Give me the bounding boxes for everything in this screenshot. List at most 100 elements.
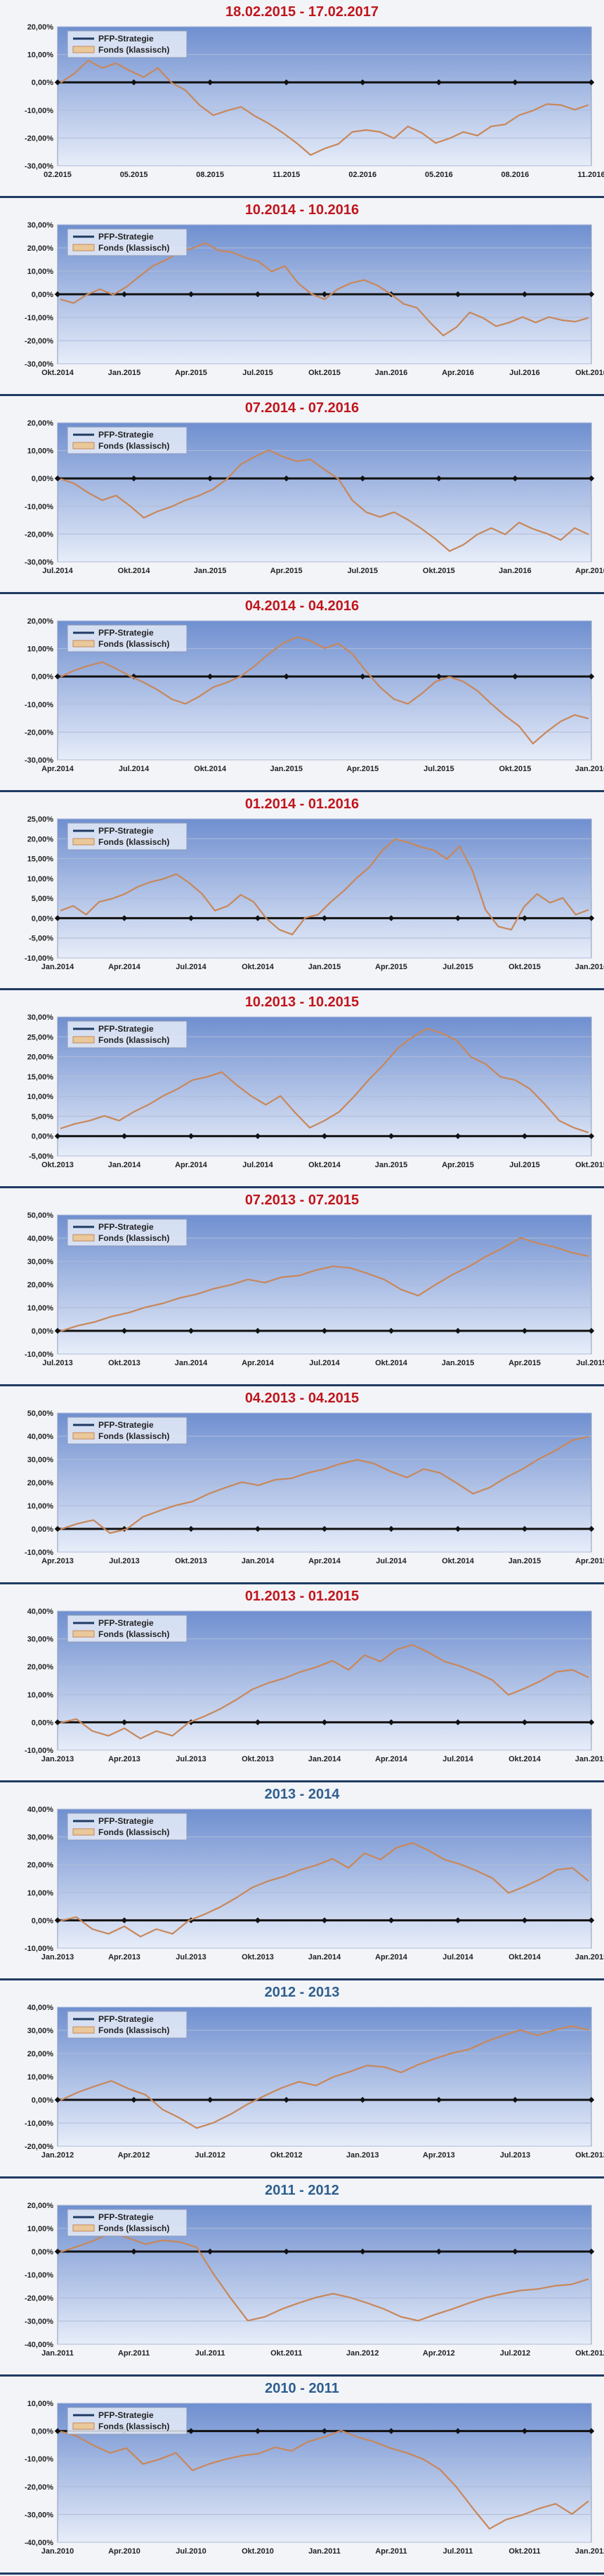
legend-box: [67, 426, 188, 454]
chart-title: 07.2014 - 07.2016: [244, 400, 360, 416]
y-tick-label: 10,00%: [27, 1691, 54, 1700]
chart-svg: 10,00%0,00%-10,00%-20,00%-30,00%-40,00%J…: [25, 2400, 604, 2556]
legend-label-fonds: Fonds (klassisch): [98, 45, 169, 55]
y-tick-label: 10,00%: [27, 1502, 54, 1511]
series-line-fonds: [60, 1435, 589, 1535]
x-tick-label: Jan.2015: [108, 369, 140, 377]
legend-label-pfp: PFP-Strategie: [98, 34, 154, 44]
x-tick-label: Okt.2011: [270, 2349, 302, 2358]
x-tick-label: Apr.2015: [270, 567, 303, 575]
legend-label-pfp: PFP-Strategie: [98, 232, 154, 242]
series-marker: [54, 673, 61, 680]
x-tick-label: Jul.2016: [509, 369, 539, 377]
series-marker: [321, 1525, 328, 1532]
series-marker: [206, 475, 214, 482]
legend-label-pfp: PFP-Strategie: [98, 1024, 154, 1034]
x-tick-label: 08.2016: [501, 171, 530, 179]
y-tick-label: -30,00%: [25, 558, 53, 567]
series-marker: [321, 1133, 328, 1139]
x-tick-label: Jan.2014: [308, 1953, 341, 1961]
legend-label-fonds: Fonds (klassisch): [98, 1827, 169, 1837]
legend-label-fonds: Fonds (klassisch): [98, 1233, 169, 1243]
chart-svg: 40,00% 30,00% 20,00% 10,00% 0,00% -10,00% -20,…: [25, 2004, 604, 2160]
x-tick-label: Jul.2013: [176, 1755, 206, 1763]
legend-box: [67, 1020, 188, 1049]
x-tick-label: Jan.2015: [575, 1755, 604, 1763]
chart-panel: 07.2014 - 07.2016 20,00% 10,00% 0,00% -10,00…: [0, 396, 604, 594]
series-line-fonds: [60, 2429, 589, 2530]
legend-swatch-fonds: [72, 1234, 95, 1242]
x-tick-label: Jul.2014: [442, 1755, 473, 1763]
series-marker: [131, 475, 137, 482]
chart-panel: 01.2014 - 01.2016 25,00% 20,00% 15,00% 10,00…: [0, 792, 604, 990]
y-tick-label: 20,00%: [27, 1861, 54, 1869]
x-tick-label: Jul.2012: [500, 2349, 530, 2358]
chart-panel: 10.2014 - 10.2016 30,00% 20,00% 10,00% 0,00%…: [0, 198, 604, 396]
y-tick-label: 40,00%: [27, 1433, 54, 1441]
x-tick-label: Okt.2015: [423, 567, 455, 575]
y-tick-label: 0,00%: [32, 1327, 53, 1336]
chart-panel: 07.2013 - 07.2015 50,00% 40,00% 30,00% 20,00…: [0, 1188, 604, 1386]
y-tick-label: 10,00%: [27, 447, 54, 456]
x-tick-label: Jan.2016: [575, 963, 604, 971]
y-tick-label: 10,00%: [27, 2073, 54, 2082]
legend-swatch-fonds: [72, 1630, 95, 1638]
y-tick-label: 20,00%: [27, 1663, 54, 1671]
x-tick-label: Okt.2015: [308, 369, 341, 377]
chart-panel: 2010 - 2011 10,00% 0,00% -10,00% -20,00% -30,…: [0, 2377, 604, 2575]
x-tick-label: Apr.2014: [242, 1359, 275, 1367]
series-marker: [188, 1133, 195, 1139]
chart-title: 01.2014 - 01.2016: [244, 796, 360, 812]
chart-svg: 20,00%10,00%0,00%-10,00%-20,00%-30,00%Ap…: [25, 617, 604, 773]
x-tick-label: 05.2016: [425, 171, 453, 179]
y-tick-label: -10,00%: [25, 314, 53, 322]
chart-svg: 20,00%10,00%0,00%-10,00%-20,00%-30,00%Ju…: [25, 419, 604, 575]
series-marker: [388, 1133, 395, 1139]
chart-panel: 04.2014 - 04.2016 20,00% 10,00% 0,00% -10,00…: [0, 594, 604, 792]
series-line-fonds: [60, 60, 589, 156]
series-marker: [206, 2248, 214, 2255]
legend-box: [67, 1417, 188, 1445]
legend-label-pfp: PFP-Strategie: [98, 2212, 154, 2222]
y-tick-label: 0,00%: [32, 79, 53, 87]
y-tick-label: -20,00%: [25, 530, 53, 539]
series-marker: [588, 291, 595, 298]
x-tick-label: Jan.2016: [575, 765, 604, 773]
legend-box: [67, 1615, 188, 1643]
chart-title: 18.02.2015 - 17.02.2017: [225, 4, 379, 20]
chart-svg: 30,00% 25,00% 20,00% 15,00% 10,00% 5,00% 0,00%…: [27, 1013, 604, 1169]
series-marker: [521, 291, 528, 298]
x-tick-label: Jan.2012: [346, 2349, 379, 2358]
chart-svg: 20,00% 10,00% 0,00% -10,00% -20,00% -30,00% -4…: [25, 2202, 604, 2358]
y-tick-label: 20,00%: [27, 835, 54, 843]
x-tick-label: Okt.2013: [175, 1557, 207, 1565]
series-marker: [206, 673, 214, 680]
y-tick-label: 0,00%: [32, 1917, 53, 1925]
x-tick-label: Okt.2015: [508, 963, 541, 971]
x-tick-label: Okt.2012: [575, 2349, 604, 2358]
chart-panel: 04.2013 - 04.2015 50,00% 40,00% 30,00% 20,00…: [0, 1386, 604, 1584]
x-tick-label: 02.2015: [44, 171, 72, 179]
chart-svg: 40,00%30,00%20,00%10,00%0,00%-10,00%Jan.…: [25, 1608, 604, 1763]
x-tick-label: Jul.2015: [242, 369, 273, 377]
y-tick-label: -20,00%: [25, 337, 53, 346]
y-tick-label: -40,00%: [25, 2341, 53, 2349]
legend-swatch-fonds: [72, 2026, 95, 2034]
chart-title: 2011 - 2012: [265, 2183, 339, 2198]
x-tick-label: Jul.2014: [242, 1161, 273, 1169]
series-marker: [188, 1327, 195, 1334]
y-tick-label: -30,00%: [25, 360, 53, 369]
y-tick-label: 0,00%: [32, 291, 53, 299]
x-tick-label: Jul.2014: [119, 765, 150, 773]
legend-box: [67, 228, 188, 256]
x-tick-label: Okt.2014: [242, 963, 275, 971]
x-tick-label: Apr.2016: [575, 567, 604, 575]
x-tick-label: Apr.2014: [375, 1953, 408, 1961]
legend-label-fonds: Fonds (klassisch): [98, 2421, 169, 2431]
series-line-fonds: [60, 636, 589, 744]
x-tick-label: Okt.2013: [242, 1755, 274, 1763]
